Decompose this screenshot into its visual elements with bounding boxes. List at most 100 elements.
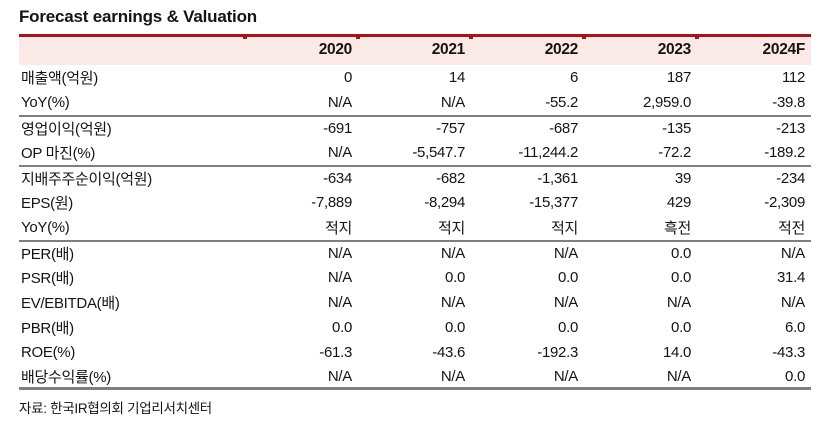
cell-value: N/A	[780, 294, 805, 311]
cell-value: N/A	[245, 365, 358, 390]
table-row: 매출액(억원) 0 14 6 187 112	[19, 65, 811, 90]
cell-value: -55.2	[545, 94, 578, 111]
cell-value: N/A	[327, 294, 352, 311]
year-column-header: 2021	[356, 34, 471, 65]
cell-value: N/A	[697, 240, 811, 265]
cell-value: 0.0	[445, 269, 465, 286]
row-label: YoY(%)	[21, 94, 70, 111]
cell-value: 112	[781, 69, 805, 86]
cell-value: 0.0	[445, 319, 465, 336]
year-column-header: 2024F	[695, 34, 811, 65]
cell-value: 흑전	[663, 220, 691, 237]
cell-value: -15,377	[529, 194, 578, 211]
cell-value: 2,959.0	[643, 94, 691, 111]
table-row: 영업이익(억원) -691 -757 -687 -135 -213	[19, 115, 811, 140]
row-label: PER(배)	[19, 240, 245, 265]
cell-value: N/A	[553, 294, 578, 311]
table-row: EV/EBITDA(배) N/A N/A N/A N/A N/A	[19, 290, 811, 315]
table-row: EPS(원) -7,889 -8,294 -15,377 429 -2,309	[19, 190, 811, 215]
cell-value: -43.3	[772, 344, 805, 361]
cell-value: -135	[584, 115, 697, 140]
cell-value: 0.0	[584, 240, 697, 265]
cell-value: -634	[245, 165, 358, 190]
cell-value: -39.8	[772, 94, 805, 111]
page-title: Forecast earnings & Valuation	[19, 7, 257, 26]
year-column-header: 2023	[582, 34, 697, 65]
cell-value: N/A	[471, 240, 584, 265]
cell-value: 0.0	[332, 319, 352, 336]
cell-value: 14.0	[663, 344, 691, 361]
cell-value: -72.2	[658, 144, 691, 161]
cell-value: N/A	[327, 144, 352, 161]
cell-value: N/A	[584, 365, 697, 390]
cell-value: N/A	[358, 240, 471, 265]
cell-value: -1,361	[471, 165, 584, 190]
cell-value: 0	[343, 69, 352, 86]
cell-value: -7,889	[311, 194, 352, 211]
cell-value: 0.0	[671, 319, 691, 336]
cell-value: 6.0	[785, 319, 805, 336]
cell-value: -691	[245, 115, 358, 140]
cell-value: N/A	[358, 365, 471, 390]
cell-value: N/A	[471, 365, 584, 390]
row-label: ROE(%)	[21, 344, 76, 361]
cell-value: 0.0	[558, 269, 578, 286]
table-row: YoY(%) N/A N/A -55.2 2,959.0 -39.8	[19, 90, 811, 115]
cell-value: N/A	[440, 294, 465, 311]
row-label: 영업이익(억원)	[19, 115, 245, 140]
cell-value: -687	[471, 115, 584, 140]
cell-value: 적지	[550, 220, 578, 237]
cell-value: 0.0	[697, 365, 811, 390]
table-row: ROE(%) -61.3 -43.6 -192.3 14.0 -43.3	[19, 340, 811, 365]
cell-value: 187	[666, 69, 691, 86]
cell-value: 적지	[324, 220, 352, 237]
row-label: 매출액(억원)	[21, 70, 98, 87]
cell-value: -8,294	[424, 194, 465, 211]
table-row: OP 마진(%) N/A -5,547.7 -11,244.2 -72.2 -189.2	[19, 140, 811, 165]
cell-value: -682	[358, 165, 471, 190]
cell-value: N/A	[245, 240, 358, 265]
cell-value: -5,547.7	[412, 144, 465, 161]
row-label: YoY(%)	[21, 219, 70, 236]
cell-value: -2,309	[764, 194, 805, 211]
metric-column-header	[19, 34, 245, 65]
cell-value: 31.4	[777, 269, 805, 286]
cell-value: 14	[448, 69, 465, 86]
source-note: 자료: 한국IR협의회 기업리서치센터	[19, 401, 212, 416]
table-row: 지배주주순이익(억원) -634 -682 -1,361 39 -234	[19, 165, 811, 190]
year-column-header: 2022	[469, 34, 584, 65]
cell-value: N/A	[327, 94, 352, 111]
table-row: PER(배) N/A N/A N/A 0.0 N/A	[19, 240, 811, 265]
cell-value: 39	[584, 165, 697, 190]
cell-value: -189.2	[764, 144, 805, 161]
forecast-valuation-table: 2020 2021 2022 2023 2024F 매출액(억원) 0 14 6 187 112 Y…	[19, 34, 811, 390]
row-label: PBR(배)	[21, 320, 74, 337]
table-row: PBR(배) 0.0 0.0 0.0 0.0 6.0	[19, 315, 811, 340]
table-row: YoY(%) 적지 적지 적지 흑전 적전	[19, 215, 811, 240]
cell-value: 429	[666, 194, 691, 211]
row-label: 지배주주순이익(억원)	[19, 165, 245, 190]
cell-value: 적전	[777, 220, 805, 237]
cell-value: -757	[358, 115, 471, 140]
cell-value: -11,244.2	[518, 144, 578, 161]
cell-value: -192.3	[537, 344, 578, 361]
cell-value: 적지	[437, 220, 465, 237]
cell-value: 6	[569, 69, 578, 86]
cell-value: -234	[697, 165, 811, 190]
cell-value: 0.0	[558, 319, 578, 336]
year-column-header: 2020	[243, 34, 358, 65]
table-row: PSR(배) N/A 0.0 0.0 0.0 31.4	[19, 265, 811, 290]
row-label: EPS(원)	[21, 195, 74, 212]
cell-value: -213	[697, 115, 811, 140]
row-label: OP 마진(%)	[21, 145, 96, 162]
row-label: PSR(배)	[21, 270, 74, 287]
table-header-row: 2020 2021 2022 2023 2024F	[19, 34, 811, 65]
cell-value: N/A	[327, 269, 352, 286]
row-label: EV/EBITDA(배)	[21, 295, 120, 312]
row-label: 배당수익률(%)	[19, 365, 245, 390]
cell-value: N/A	[440, 94, 465, 111]
cell-value: N/A	[666, 294, 691, 311]
cell-value: -61.3	[319, 344, 352, 361]
cell-value: -43.6	[432, 344, 465, 361]
